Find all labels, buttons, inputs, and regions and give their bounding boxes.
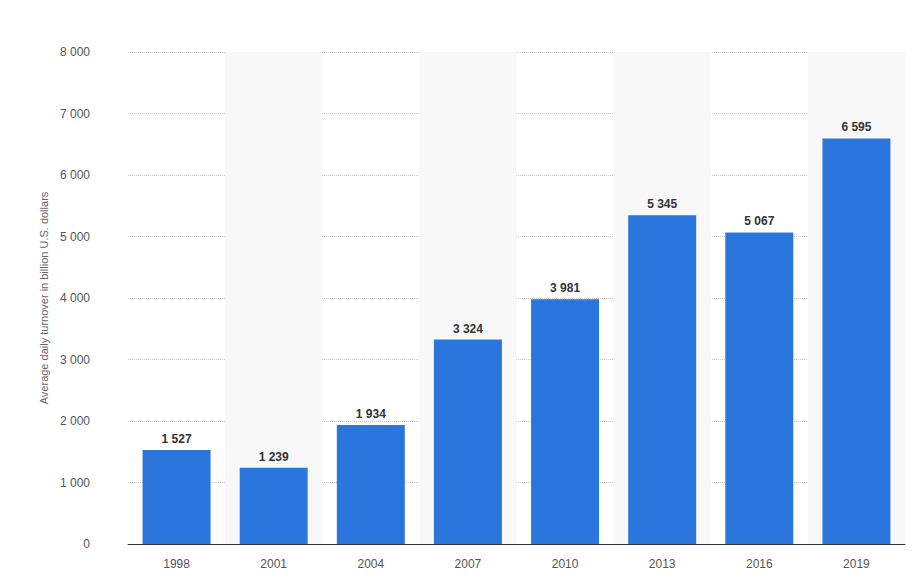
svg-text:6 595: 6 595 bbox=[841, 120, 871, 134]
svg-text:6 000: 6 000 bbox=[60, 168, 90, 182]
svg-text:5 067: 5 067 bbox=[744, 214, 774, 228]
svg-text:3 324: 3 324 bbox=[453, 322, 483, 336]
svg-text:4 000: 4 000 bbox=[60, 291, 90, 305]
svg-text:7 000: 7 000 bbox=[60, 107, 90, 121]
svg-text:3 000: 3 000 bbox=[60, 353, 90, 367]
svg-text:1 000: 1 000 bbox=[60, 476, 90, 490]
svg-text:2019: 2019 bbox=[843, 557, 870, 571]
svg-text:1 934: 1 934 bbox=[356, 407, 386, 421]
svg-text:Average daily turnover in bill: Average daily turnover in billion U.S. d… bbox=[38, 191, 50, 404]
svg-text:2007: 2007 bbox=[455, 557, 482, 571]
svg-text:1998: 1998 bbox=[163, 557, 190, 571]
svg-text:2001: 2001 bbox=[260, 557, 287, 571]
svg-text:8 000: 8 000 bbox=[60, 45, 90, 59]
svg-text:5 000: 5 000 bbox=[60, 230, 90, 244]
svg-text:2016: 2016 bbox=[746, 557, 773, 571]
svg-text:3 981: 3 981 bbox=[550, 281, 580, 295]
svg-text:2013: 2013 bbox=[649, 557, 676, 571]
svg-text:2004: 2004 bbox=[357, 557, 384, 571]
svg-text:5 345: 5 345 bbox=[647, 197, 677, 211]
svg-text:2010: 2010 bbox=[552, 557, 579, 571]
svg-text:2 000: 2 000 bbox=[60, 414, 90, 428]
svg-text:1 239: 1 239 bbox=[259, 450, 289, 464]
svg-text:0: 0 bbox=[83, 537, 90, 551]
svg-text:1 527: 1 527 bbox=[162, 432, 192, 446]
